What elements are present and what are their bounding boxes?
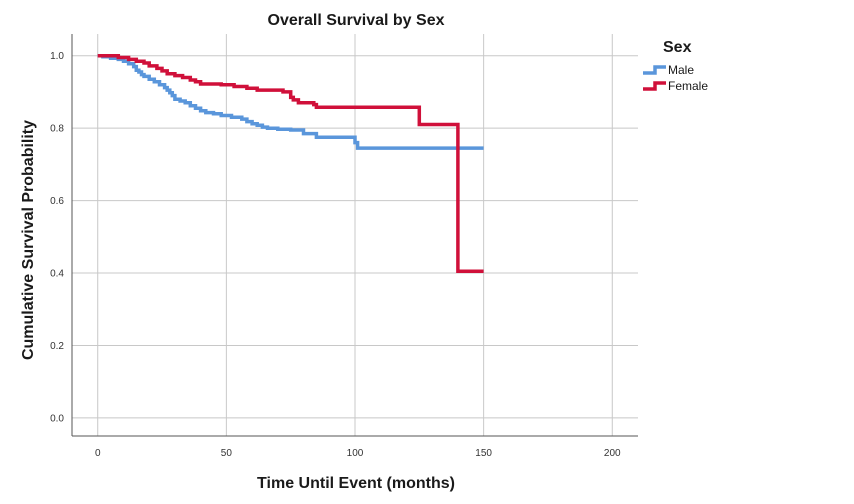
series-line-male [97, 53, 484, 150]
series-line-female [97, 53, 484, 273]
chart-title: Overall Survival by Sex [268, 12, 445, 29]
legend-label-female: Female [668, 79, 708, 93]
x-tick-label: 150 [475, 448, 492, 459]
legend-title: Sex [663, 39, 692, 56]
y-tick-label: 0.8 [50, 124, 64, 135]
y-axis-label: Cumulative Survival Probability [20, 120, 37, 360]
x-tick-label: 200 [604, 448, 621, 459]
y-tick-label: 0.0 [50, 413, 64, 424]
x-tick-label: 0 [95, 448, 101, 459]
y-tick-label: 0.2 [50, 341, 64, 352]
x-tick-label: 50 [221, 448, 233, 459]
x-axis-label: Time Until Event (months) [257, 475, 455, 492]
legend-swatch-female [643, 81, 666, 91]
x-tick-label: 100 [347, 448, 364, 459]
y-tick-label: 0.4 [50, 269, 64, 280]
legend-swatch-male [643, 65, 666, 75]
y-tick-label: 0.6 [50, 196, 64, 207]
y-tick-label: 1.0 [50, 51, 64, 62]
legend-label-male: Male [668, 63, 694, 77]
legend: Sex Male Female [643, 39, 708, 93]
